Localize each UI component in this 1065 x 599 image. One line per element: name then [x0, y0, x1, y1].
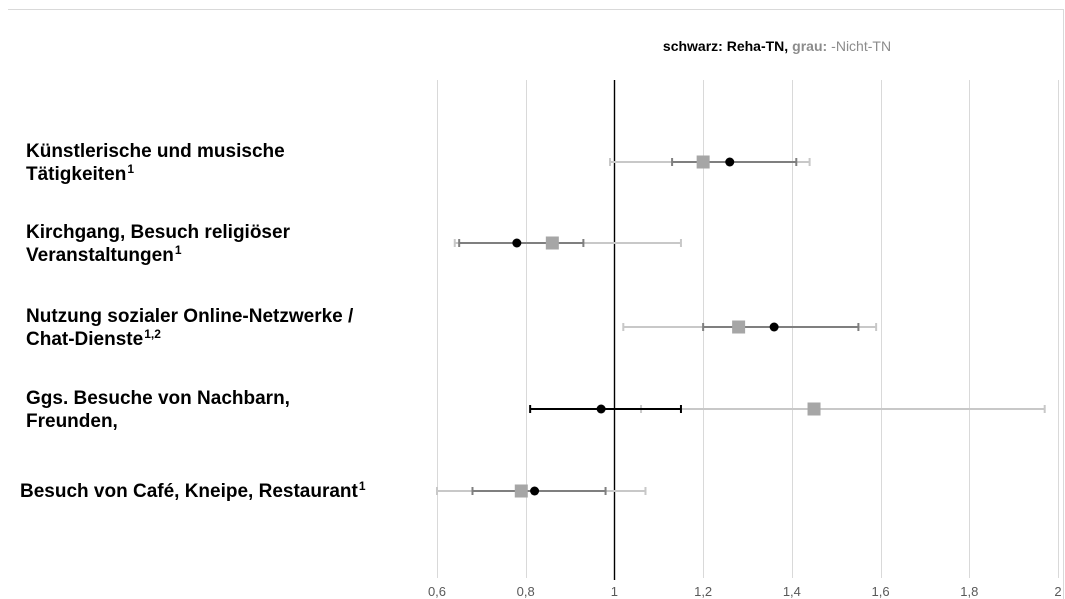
- row-label-superscript: 1,2: [144, 327, 161, 341]
- x-tick-label: 2: [1054, 584, 1061, 599]
- row-label-3-line-2: Chat-Dienste1,2: [26, 327, 161, 350]
- reha-estimate-marker: [530, 486, 540, 496]
- x-tick-label: 1,4: [783, 584, 801, 599]
- row-1-marks: [608, 155, 811, 169]
- row-label-2-line-2: Veranstaltungen1: [26, 243, 182, 266]
- row-label-4-line-2: Freunden,: [26, 411, 118, 432]
- row-label-superscript: 1: [175, 243, 182, 257]
- row-label-text: Nutzung sozialer Online-Netzwerke /: [26, 306, 354, 327]
- row-label-text: Freunden,: [26, 411, 118, 432]
- row-5-marks: [436, 484, 647, 498]
- non-reha-estimate-marker: [545, 236, 559, 250]
- legend-non-reha-label: grau:: [792, 38, 827, 54]
- x-tick-label: 1,8: [960, 584, 978, 599]
- x-tick-label: 1,2: [694, 584, 712, 599]
- x-tick-label: 0,8: [517, 584, 535, 599]
- row-label-2-line-1: Kirchgang, Besuch religiöser: [26, 222, 291, 243]
- row-label-superscript: 1: [127, 162, 134, 176]
- non-reha-estimate-marker: [732, 320, 746, 334]
- row-3-marks: [622, 320, 878, 334]
- non-reha-estimate-marker: [696, 155, 710, 169]
- row-label-text: Veranstaltungen: [26, 245, 174, 266]
- row-label-text: Chat-Dienste: [26, 329, 143, 350]
- reha-estimate-marker: [596, 404, 606, 414]
- non-reha-estimate-marker: [807, 402, 821, 416]
- row-label-text: Kirchgang, Besuch religiöser: [26, 222, 291, 243]
- non-reha-estimate-marker: [514, 484, 528, 498]
- row-label-4-line-1: Ggs. Besuche von Nachbarn,: [26, 388, 290, 409]
- row-label-text: Künstlerische und musische: [26, 141, 285, 162]
- legend-reha-label: schwarz: Reha-TN,: [663, 38, 788, 54]
- row-label-text: Tätigkeiten: [26, 164, 126, 185]
- legend-non-reha-suffix: -Nicht-TN: [831, 38, 891, 54]
- row-label-5-line-1: Besuch von Café, Kneipe, Restaurant1: [20, 479, 366, 502]
- row-2-marks: [453, 236, 682, 250]
- reha-estimate-marker: [512, 238, 522, 248]
- row-label-3-line-1: Nutzung sozialer Online-Netzwerke /: [26, 306, 354, 327]
- row-label-superscript: 1: [359, 479, 366, 493]
- row-label-1-line-1: Künstlerische und musische: [26, 141, 285, 162]
- reha-estimate-marker: [769, 322, 779, 332]
- row-label-1-line-2: Tätigkeiten1: [26, 162, 134, 185]
- x-tick-label: 1: [611, 584, 618, 599]
- reha-estimate-marker: [725, 157, 735, 167]
- x-tick-label: 1,6: [872, 584, 890, 599]
- row-label-text: Besuch von Café, Kneipe, Restaurant: [20, 481, 359, 502]
- row-label-text: Ggs. Besuche von Nachbarn,: [26, 388, 290, 409]
- row-4-marks: [529, 402, 1046, 416]
- x-tick-label: 0,6: [428, 584, 446, 599]
- legend: schwarz: Reha-TN, grau: -Nicht-TN: [663, 38, 891, 54]
